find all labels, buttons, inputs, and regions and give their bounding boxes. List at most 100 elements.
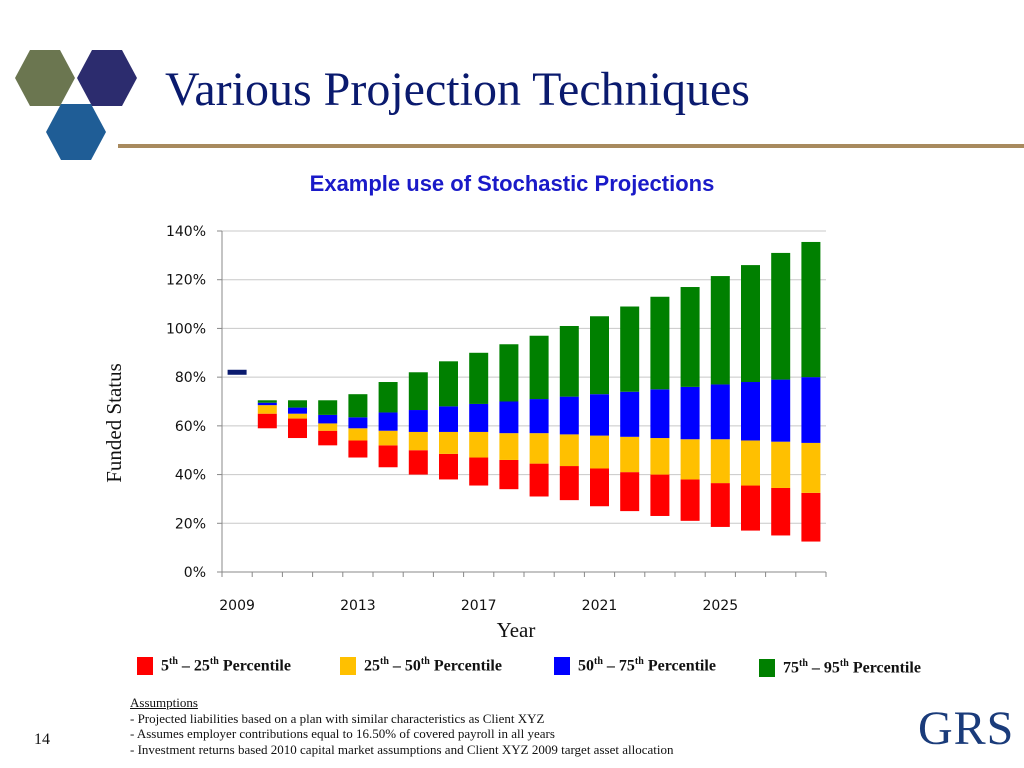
- y-tick-label: 40%: [175, 468, 206, 484]
- legend-swatch: [137, 657, 153, 675]
- bar-p25-50: [771, 442, 790, 488]
- bar-p5-25: [801, 493, 820, 542]
- bar-p25-50: [348, 428, 367, 440]
- bar-p5-25: [711, 483, 730, 527]
- y-tick-label: 20%: [175, 516, 206, 532]
- bar-p75-95: [681, 287, 700, 387]
- bar-p5-25: [409, 450, 428, 474]
- chart-legend: 5th – 25th Percentile 25th – 50th Percent…: [0, 650, 1024, 684]
- legend-item: 75th – 95th Percentile: [759, 658, 921, 677]
- bar-p5-25: [620, 472, 639, 511]
- bar-p75-95: [499, 344, 518, 401]
- bar-p75-95: [379, 382, 398, 412]
- bar-p25-50: [801, 443, 820, 493]
- bar-p75-95: [318, 400, 337, 415]
- bar-p25-50: [288, 414, 307, 419]
- bar-p25-50: [379, 431, 398, 446]
- legend-swatch: [554, 657, 570, 675]
- y-tick-label: 140%: [166, 224, 206, 240]
- bar-p50-75: [741, 382, 760, 440]
- bar-p25-50: [530, 433, 549, 463]
- chart-gridlines: [222, 231, 826, 572]
- bar-p75-95: [258, 400, 277, 402]
- bar-p25-50: [741, 440, 760, 485]
- bar-p5-25: [741, 486, 760, 531]
- bar-p75-95: [711, 276, 730, 384]
- chart-axes: [217, 231, 826, 577]
- bar-p25-50: [620, 437, 639, 472]
- bar-p75-95: [288, 400, 307, 407]
- bar-p75-95: [439, 361, 458, 406]
- y-tick-label: 100%: [166, 321, 206, 337]
- bar-p75-95: [741, 265, 760, 382]
- legend-label: 5th – 25th Percentile: [161, 656, 291, 675]
- bar-p5-25: [560, 466, 579, 500]
- y-tick-label: 80%: [175, 370, 206, 386]
- legend-label: 25th – 50th Percentile: [364, 656, 502, 675]
- bar-p5-25: [499, 460, 518, 489]
- bar-p5-25: [650, 475, 669, 516]
- bar-p50-75: [288, 408, 307, 414]
- assumption-line: - Assumes employer contributions equal t…: [130, 726, 673, 742]
- bar-p50-75: [771, 380, 790, 442]
- bar-p75-95: [620, 307, 639, 392]
- legend-swatch: [759, 659, 775, 677]
- legend-item: 5th – 25th Percentile: [137, 656, 291, 675]
- chart-bars: [228, 242, 821, 542]
- bar-p50-75: [620, 392, 639, 437]
- legend-item: 50th – 75th Percentile: [554, 656, 716, 675]
- bar-p5-25: [771, 488, 790, 535]
- bar-p75-95: [348, 394, 367, 417]
- x-tick-label: 2013: [340, 598, 376, 614]
- bar-p5-25: [530, 464, 549, 497]
- y-axis-label: Funded Status: [102, 363, 126, 483]
- assumption-line: - Projected liabilities based on a plan …: [130, 711, 673, 727]
- bar-p50-75: [469, 404, 488, 432]
- assumptions-block: Assumptions - Projected liabilities base…: [130, 695, 673, 757]
- slide-number: 14: [34, 731, 50, 749]
- bar-p5-25: [681, 479, 700, 520]
- bar-p50-75: [379, 412, 398, 430]
- bar-p50-75: [590, 394, 609, 435]
- bar-p50-75: [801, 377, 820, 443]
- x-tick-label: 2025: [702, 598, 738, 614]
- bar-p50-75: [681, 387, 700, 439]
- bar-p50-75: [318, 415, 337, 424]
- bar-p25-50: [590, 436, 609, 469]
- bar-p5-25: [318, 431, 337, 446]
- x-tick-label: 2017: [461, 598, 497, 614]
- bar-p25-50: [681, 439, 700, 479]
- bar-p50-75: [711, 384, 730, 439]
- bar-p25-50: [469, 432, 488, 458]
- bar-p5-25: [469, 458, 488, 486]
- current-funded-status-marker: [228, 370, 247, 375]
- bar-p25-50: [439, 432, 458, 454]
- y-tick-label: 120%: [166, 273, 206, 289]
- x-tick-label: 2021: [582, 598, 618, 614]
- y-tick-label: 60%: [175, 419, 206, 435]
- bar-p75-95: [771, 253, 790, 380]
- bar-p25-50: [258, 405, 277, 414]
- bar-p75-95: [530, 336, 549, 399]
- bar-p25-50: [318, 423, 337, 430]
- funded-status-chart: 0% 20% 40% 60% 80% 100% 120% 140% 2009 2013 2017 20…: [0, 0, 1024, 650]
- bar-p50-75: [560, 397, 579, 435]
- bar-p5-25: [379, 445, 398, 467]
- bar-p5-25: [348, 440, 367, 457]
- grs-brand-logo: GRS: [918, 705, 1014, 753]
- bar-p75-95: [590, 316, 609, 394]
- bar-p25-50: [560, 434, 579, 466]
- bar-p50-75: [530, 399, 549, 433]
- bar-p5-25: [439, 454, 458, 480]
- bar-p25-50: [499, 433, 518, 460]
- bar-p50-75: [409, 410, 428, 432]
- bar-p5-25: [258, 414, 277, 429]
- bar-p5-25: [288, 419, 307, 438]
- bar-p50-75: [348, 417, 367, 428]
- legend-swatch: [340, 657, 356, 675]
- y-tick-label: 0%: [184, 565, 206, 581]
- bar-p50-75: [499, 402, 518, 434]
- x-tick-label: 2009: [219, 598, 255, 614]
- bar-p50-75: [439, 406, 458, 432]
- bar-p75-95: [560, 326, 579, 397]
